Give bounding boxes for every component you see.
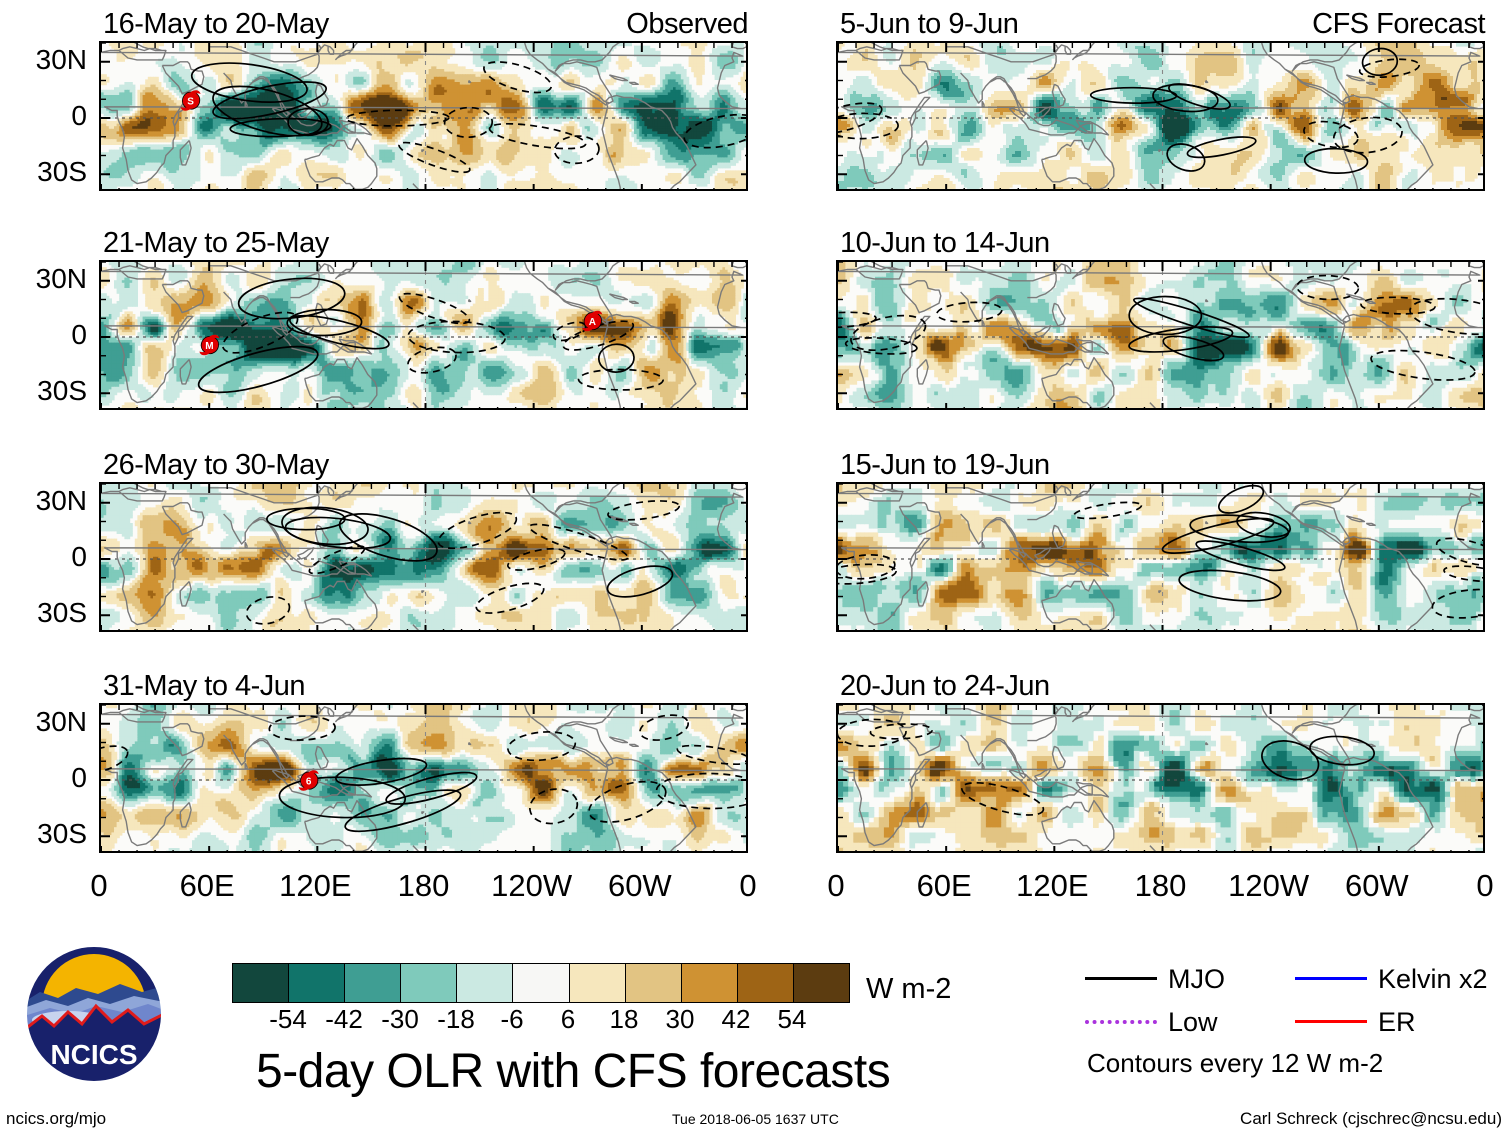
footer-author: Carl Schreck (cjschrec@ncsu.edu) — [1240, 1110, 1502, 1127]
logo-text: NCICS — [50, 1039, 137, 1070]
panel-title: 20-Jun to 24-Jun — [840, 672, 1050, 701]
main-title: 5-day OLR with CFS forecasts — [256, 1048, 890, 1096]
right-x-tick-label: 60W — [1317, 870, 1437, 901]
colorbar-swatch — [737, 964, 793, 1002]
right-x-tick-label: 120E — [992, 870, 1112, 901]
y-tick-label: 30N — [3, 708, 87, 736]
right-x-tick-label: 60E — [884, 870, 1004, 901]
right-x-tick-label: 0 — [776, 870, 896, 901]
map-panel — [836, 482, 1485, 632]
y-tick-label: 30S — [3, 820, 87, 848]
map-panel — [99, 482, 748, 632]
colorbar-swatch — [344, 964, 400, 1002]
map-panel — [836, 703, 1485, 853]
legend-label: MJO — [1168, 966, 1225, 993]
y-tick-label: 30N — [3, 265, 87, 293]
footer-left[interactable]: ncics.org/mjo — [6, 1110, 106, 1127]
column-header-forecast: CFS Forecast — [836, 10, 1485, 39]
y-tick-label: 30N — [3, 46, 87, 74]
footer-timestamp: Tue 2018-06-05 1637 UTC — [672, 1112, 839, 1126]
left-x-tick-label: 180 — [364, 870, 484, 901]
panel-title: 10-Jun to 14-Jun — [840, 229, 1050, 258]
colorbar-units-label: W m-2 — [866, 975, 951, 1004]
map-panel: S — [99, 41, 748, 191]
y-tick-label: 0 — [3, 543, 87, 571]
panel-title: 15-Jun to 19-Jun — [840, 451, 1050, 480]
legend-label: Low — [1168, 1009, 1218, 1036]
left-x-tick-label: 60E — [147, 870, 267, 901]
right-x-tick-label: 180 — [1101, 870, 1221, 901]
map-panel — [836, 41, 1485, 191]
panel-title: 21-May to 25-May — [103, 229, 329, 258]
ncics-logo: NCICS — [24, 944, 164, 1084]
right-x-tick-label: 0 — [1425, 870, 1510, 901]
y-tick-label: 0 — [3, 102, 87, 130]
legend-line-er — [1295, 1020, 1367, 1023]
colorbar-swatch — [793, 964, 849, 1002]
left-x-tick-label: 0 — [39, 870, 159, 901]
y-tick-label: 30S — [3, 158, 87, 186]
left-x-tick-label: 60W — [580, 870, 700, 901]
colorbar — [232, 963, 850, 1003]
y-tick-label: 30S — [3, 599, 87, 627]
colorbar-swatch — [569, 964, 625, 1002]
panel-title: 31-May to 4-Jun — [103, 672, 305, 701]
column-header-observed: Observed — [99, 10, 748, 39]
legend-label: ER — [1378, 1009, 1416, 1036]
right-x-tick-label: 120W — [1209, 870, 1329, 901]
contour-interval-note: Contours every 12 W m-2 — [1087, 1050, 1383, 1076]
legend-label: Kelvin x2 — [1378, 966, 1488, 993]
y-tick-label: 30S — [3, 377, 87, 405]
legend-line-mjo — [1085, 977, 1157, 980]
colorbar-swatch — [233, 964, 288, 1002]
panel-title: 26-May to 30-May — [103, 451, 329, 480]
left-x-tick-label: 120W — [472, 870, 592, 901]
legend-line-kelvin-x2 — [1295, 977, 1367, 980]
colorbar-swatch — [456, 964, 512, 1002]
colorbar-swatch — [681, 964, 737, 1002]
y-tick-label: 0 — [3, 321, 87, 349]
map-panel — [836, 260, 1485, 410]
legend-line-low — [1085, 1020, 1157, 1024]
y-tick-label: 30N — [3, 487, 87, 515]
y-tick-label: 0 — [3, 764, 87, 792]
colorbar-swatch — [288, 964, 344, 1002]
colorbar-swatch — [625, 964, 681, 1002]
colorbar-swatch — [400, 964, 456, 1002]
left-x-tick-label: 120E — [255, 870, 375, 901]
map-panel: 6 — [99, 703, 748, 853]
colorbar-swatch — [512, 964, 568, 1002]
colorbar-tick-label: 54 — [757, 1006, 827, 1032]
